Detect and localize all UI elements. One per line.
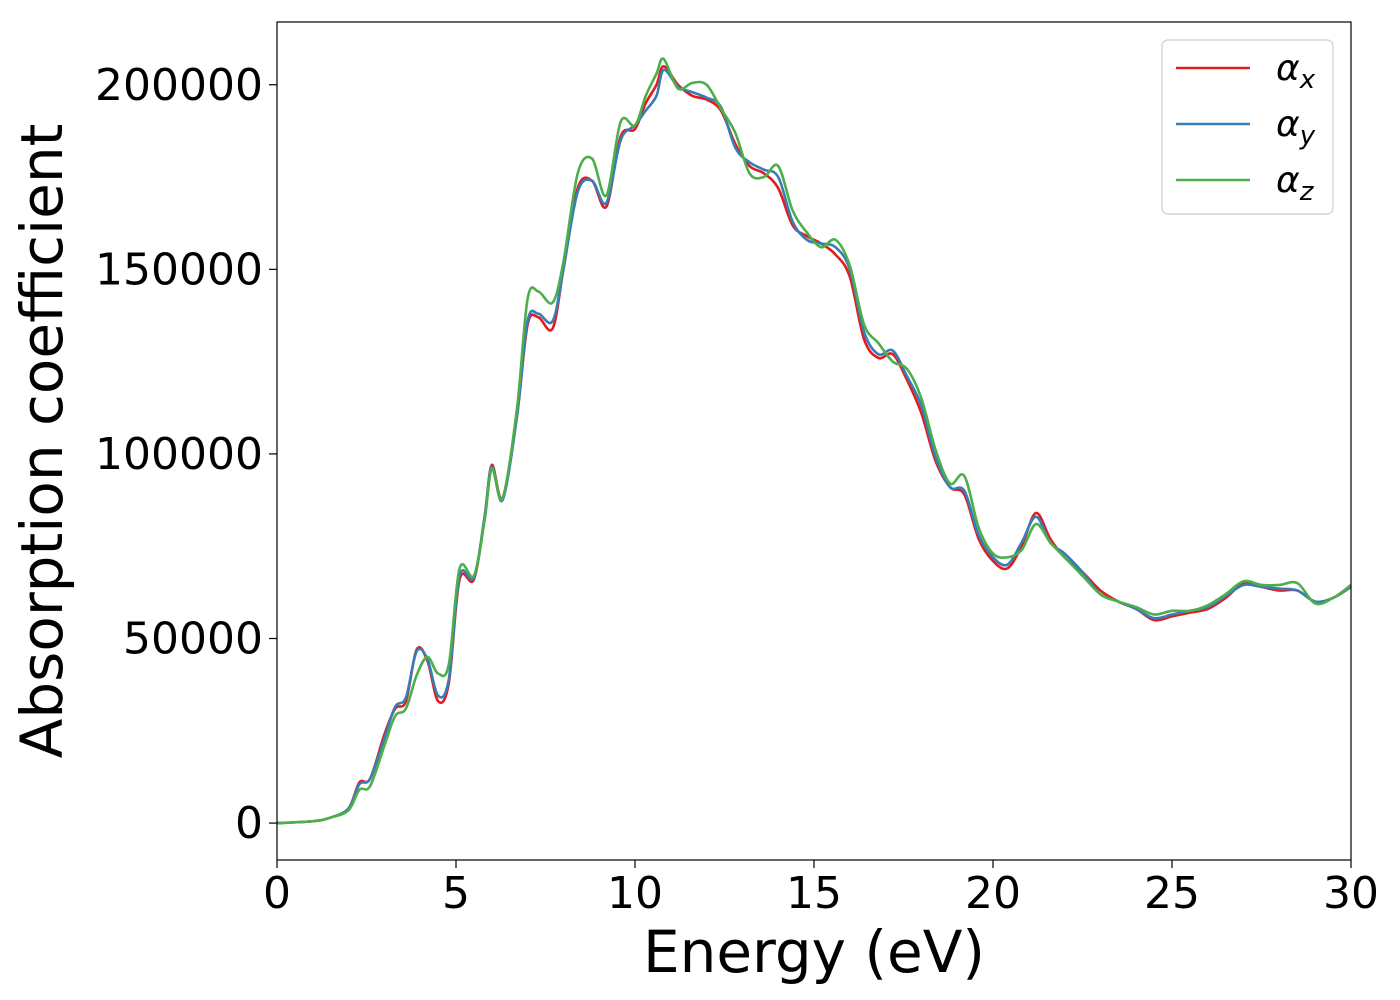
plot-area xyxy=(277,57,1351,825)
x-axis: 0 5 10 15 20 25 30 xyxy=(263,860,1379,919)
x-tick-label: 25 xyxy=(1144,868,1200,919)
legend-label-x: αx xyxy=(1276,48,1316,95)
x-tick-label: 5 xyxy=(442,868,470,919)
x-axis-title: Energy (eV) xyxy=(643,918,985,986)
y-tick-label: 150000 xyxy=(95,244,263,295)
x-tick-label: 0 xyxy=(263,868,291,919)
y-axis-title: Absorption coefficient xyxy=(8,124,76,759)
legend-label-y: αy xyxy=(1276,104,1316,151)
legend-box xyxy=(1161,39,1334,215)
x-tick-label: 30 xyxy=(1323,868,1379,919)
legend-label-z: αz xyxy=(1276,160,1315,207)
x-tick-label: 20 xyxy=(965,868,1021,919)
y-tick-label: 100000 xyxy=(95,429,263,480)
y-tick-label: 200000 xyxy=(95,60,263,111)
y-axis: 0 50000 100000 150000 200000 xyxy=(95,60,277,849)
series-line-alpha-z xyxy=(277,57,1351,825)
y-tick-label: 50000 xyxy=(123,614,263,665)
x-tick-label: 10 xyxy=(607,868,663,919)
y-tick-label: 0 xyxy=(235,798,263,849)
x-tick-label: 15 xyxy=(786,868,842,919)
legend: αx αy αz xyxy=(1161,39,1334,215)
